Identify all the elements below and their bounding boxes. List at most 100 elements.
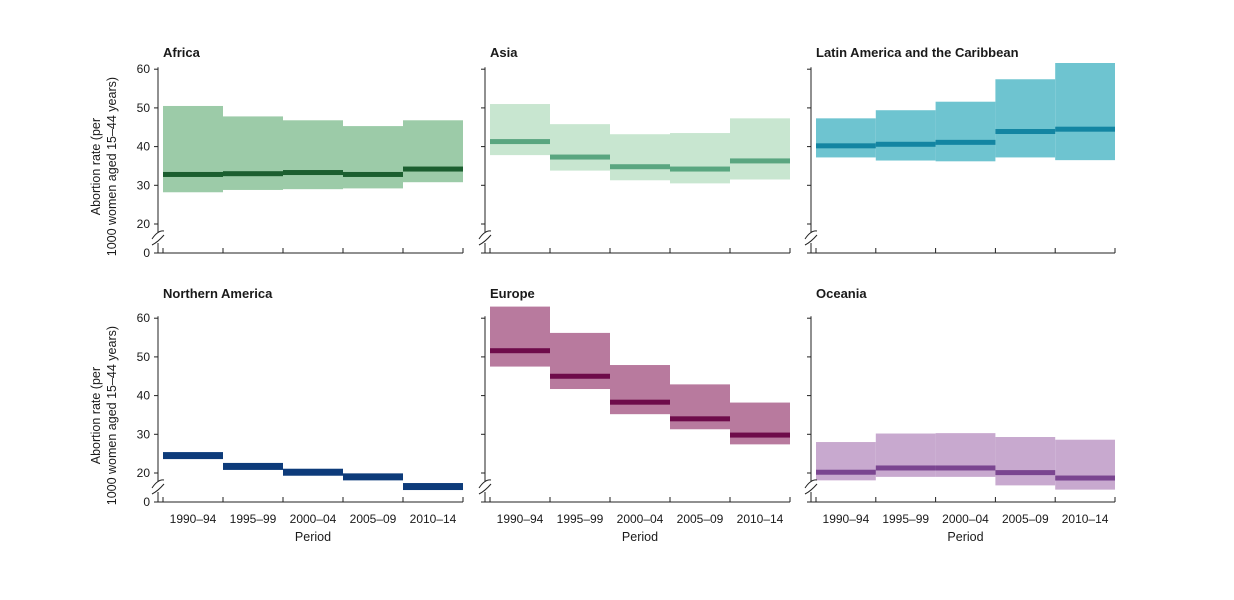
- uncertainty-band: [490, 104, 550, 156]
- estimate-line: [163, 171, 223, 177]
- y-tick-label: 50: [137, 350, 151, 364]
- estimate-line: [283, 170, 343, 176]
- x-tick-label: 1990–94: [170, 512, 217, 526]
- estimate-line: [730, 432, 790, 438]
- panel-europe: Europe 1990–94 1995–99 2000–04 2005–09 2010–1…: [478, 286, 791, 544]
- estimate-line: [610, 399, 670, 405]
- axis-break-mark: [478, 230, 492, 240]
- axis-break-mark: [151, 230, 165, 240]
- estimate-line: [730, 158, 790, 164]
- y-tick-label: 30: [137, 427, 151, 441]
- estimate-line: [935, 465, 996, 471]
- uncertainty-band: [343, 126, 403, 189]
- uncertainty-band: [670, 384, 730, 430]
- uncertainty-band: [610, 134, 670, 181]
- estimate-line: [995, 129, 1056, 135]
- panel-title: Oceania: [816, 286, 867, 301]
- y-tick-label: 60: [137, 62, 151, 76]
- axis-break-mark: [804, 483, 818, 495]
- x-tick-label: 2005–09: [350, 512, 397, 526]
- y-tick-label: 20: [137, 466, 151, 480]
- panel-title: Africa: [163, 45, 201, 60]
- uncertainty-band: [163, 105, 223, 193]
- x-tick-label: 1995–99: [230, 512, 277, 526]
- y-tick-label: 20: [137, 217, 151, 231]
- uncertainty-band: [816, 118, 876, 158]
- x-tick-label: 2010–14: [410, 512, 457, 526]
- y-axis-title: 1000 women aged 15–44 years): [105, 326, 119, 505]
- estimate-line: [1055, 475, 1115, 481]
- x-tick-label: 2005–09: [677, 512, 724, 526]
- axis-break-mark: [804, 479, 818, 489]
- panel-latin-america-and-the-caribbean: Latin America and the Caribbean: [804, 45, 1116, 254]
- estimate-line: [816, 143, 876, 149]
- x-tick-label: 2000–04: [942, 512, 989, 526]
- uncertainty-band: [223, 116, 283, 190]
- panel-northern-america: Northern America 0 20 30 40 50 60 Abortion rate…: [89, 286, 464, 544]
- x-tick-label: 2000–04: [290, 512, 337, 526]
- estimate-line: [816, 469, 876, 475]
- uncertainty-band: [610, 365, 670, 415]
- uncertainty-band: [995, 79, 1056, 158]
- uncertainty-band: [1055, 439, 1115, 490]
- estimate-line: [163, 452, 223, 460]
- axis-break-mark: [151, 234, 165, 246]
- y-tick-label: 40: [137, 140, 151, 154]
- estimate-line: [995, 470, 1056, 476]
- estimate-line: [670, 166, 730, 172]
- estimate-line: [403, 166, 463, 172]
- uncertainty-band: [730, 118, 790, 180]
- x-tick-label: 1995–99: [882, 512, 929, 526]
- x-axis-title: Period: [295, 530, 331, 544]
- y-tick-label: 60: [137, 311, 151, 325]
- estimate-line: [223, 171, 283, 177]
- y-tick-label: 30: [137, 178, 151, 192]
- uncertainty-band: [403, 120, 463, 183]
- panel-title: Europe: [490, 286, 535, 301]
- panel-title: Northern America: [163, 286, 273, 301]
- uncertainty-band: [550, 124, 610, 171]
- y-tick-label: 0: [143, 495, 150, 509]
- x-axis-title: Period: [947, 530, 983, 544]
- estimate-line: [550, 373, 610, 379]
- axis-break-mark: [478, 483, 492, 495]
- axis-break-mark: [478, 234, 492, 246]
- x-tick-label: 1990–94: [497, 512, 544, 526]
- uncertainty-band: [283, 120, 343, 190]
- panel-title: Asia: [490, 45, 518, 60]
- uncertainty-band: [550, 332, 610, 390]
- estimate-line: [875, 141, 936, 147]
- uncertainty-band: [935, 101, 996, 162]
- x-tick-label: 2005–09: [1002, 512, 1049, 526]
- estimate-line: [1055, 126, 1115, 132]
- uncertainty-band: [995, 437, 1056, 486]
- axis-break-mark: [478, 479, 492, 489]
- x-tick-label: 2000–04: [617, 512, 664, 526]
- y-axis-title: Abortion rate (per: [89, 118, 103, 215]
- y-axis-title: 1000 women aged 15–44 years): [105, 77, 119, 256]
- uncertainty-band: [490, 306, 550, 367]
- estimate-line: [343, 171, 403, 177]
- panel-asia: Asia: [478, 45, 791, 254]
- y-axis-title: Abortion rate (per: [89, 367, 103, 464]
- estimate-line: [343, 473, 403, 481]
- axis-break-mark: [804, 234, 818, 246]
- panel-africa: Africa 0 20 30 40 50 60 Abortion rate (per 1000 …: [89, 45, 464, 260]
- x-tick-label: 1995–99: [557, 512, 604, 526]
- estimate-line: [935, 139, 996, 145]
- x-tick-label: 1990–94: [823, 512, 870, 526]
- estimate-line: [223, 462, 283, 470]
- axis-break-mark: [151, 479, 165, 489]
- y-tick-label: 50: [137, 101, 151, 115]
- estimate-line: [550, 154, 610, 160]
- estimate-line: [490, 348, 550, 354]
- axis-break-mark: [151, 483, 165, 495]
- uncertainty-band: [730, 402, 790, 445]
- estimate-line: [610, 164, 670, 170]
- estimate-line: [875, 465, 936, 471]
- uncertainty-band: [670, 133, 730, 184]
- estimate-line: [490, 139, 550, 145]
- x-tick-label: 2010–14: [1062, 512, 1109, 526]
- panel-title: Latin America and the Caribbean: [816, 45, 1019, 60]
